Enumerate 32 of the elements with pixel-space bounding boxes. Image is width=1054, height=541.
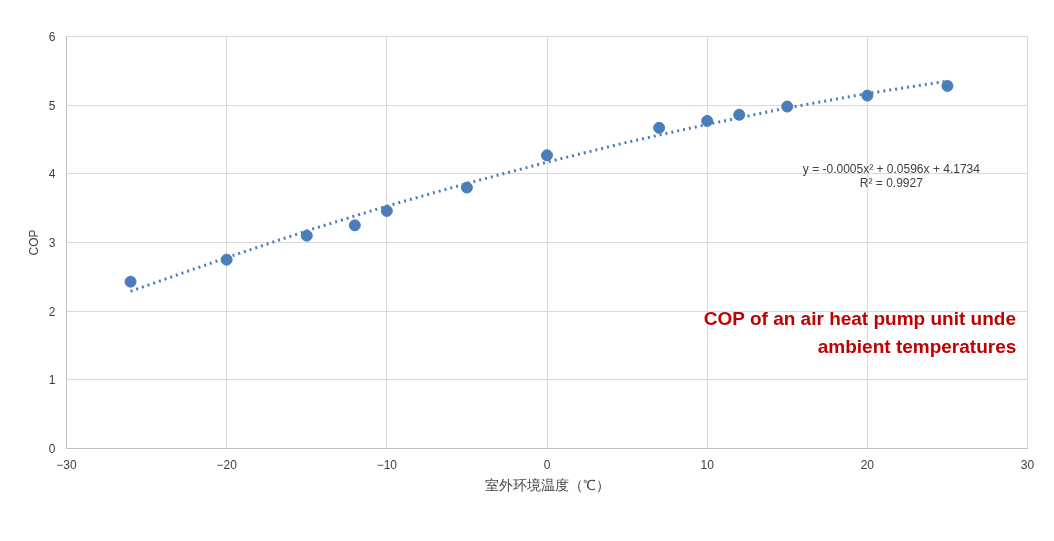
x-tick-label: 10 [700, 457, 715, 472]
point [653, 121, 666, 134]
point [701, 114, 714, 127]
point [861, 89, 874, 102]
point [348, 219, 361, 232]
y-tick-label: 4 [48, 167, 56, 182]
y-tick-label: 2 [48, 304, 56, 319]
annotation: COP of an air heat pump unit unde ambient temperatures [703, 307, 1017, 358]
point [941, 79, 954, 92]
point [124, 275, 137, 288]
y-tick-label: 3 [48, 236, 56, 250]
x-axis-title: 室外环境温度（℃） [484, 476, 610, 493]
point [781, 100, 794, 113]
y-tick-label: 0 [48, 442, 56, 456]
point [300, 229, 313, 242]
x-tick-label: 20 [860, 457, 875, 472]
point [220, 253, 233, 266]
y-tick-label: 1 [48, 373, 56, 388]
annotation: y = -0.0005x² + 0.0596x + 4.1734 [802, 162, 981, 177]
annotation: R² = 0.9927 [859, 175, 924, 190]
x-tick-label: −20 [216, 457, 238, 472]
x-tick-label: 0 [543, 457, 551, 472]
x-tick-label: −30 [56, 457, 77, 472]
y-tick-label: 5 [48, 98, 56, 113]
y-tick-label: 6 [48, 30, 56, 44]
point [733, 108, 746, 121]
point [541, 149, 553, 162]
point [460, 181, 473, 194]
x-tick-label: −10 [376, 457, 398, 472]
point [380, 204, 393, 217]
x-tick-label: 30 [1020, 457, 1035, 472]
y-axis-title: COP [26, 229, 41, 256]
